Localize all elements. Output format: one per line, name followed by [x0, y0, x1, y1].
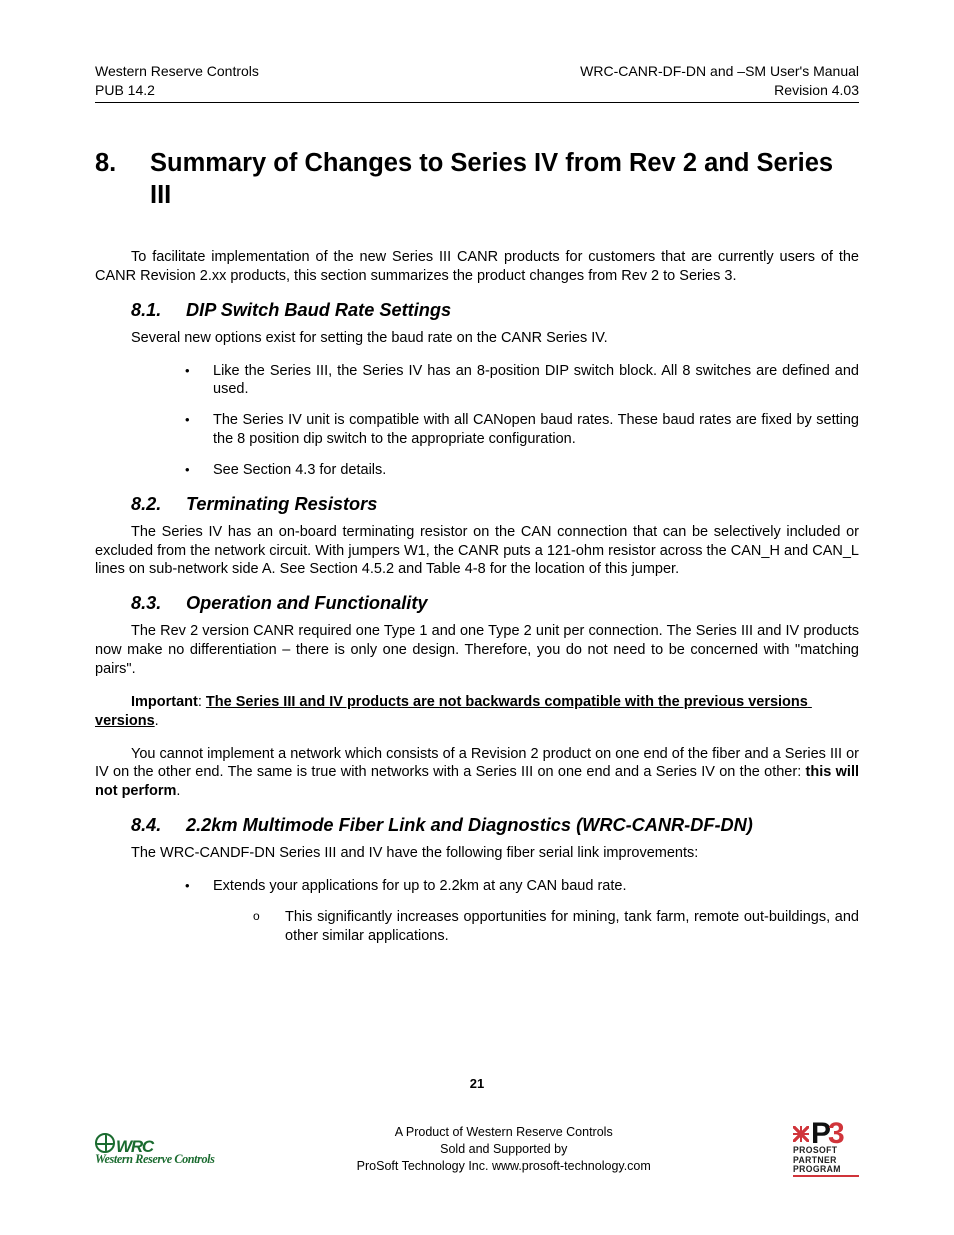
- wrc-full-name: Western Reserve Controls: [95, 1153, 215, 1165]
- section-8-4-lead: The WRC-CANDF-DN Series III and IV have …: [95, 844, 859, 863]
- header-left-top: Western Reserve Controls: [95, 62, 259, 81]
- para2-post: .: [176, 783, 180, 799]
- header-left-bottom: PUB 14.2: [95, 81, 155, 100]
- header-right-top: WRC-CANR-DF-DN and –SM User's Manual: [580, 62, 859, 81]
- header-right-bottom: Revision 4.03: [774, 81, 859, 100]
- p3-line-3: PROGRAM: [793, 1165, 856, 1174]
- section-number: 8.4.: [131, 815, 186, 836]
- important-text-tail: versions: [95, 713, 155, 729]
- list-item: oThis significantly increases opportunit…: [95, 908, 859, 946]
- section-8-3-heading: 8.3. Operation and Functionality: [95, 593, 859, 614]
- bullet-text: Extends your applications for up to 2.2k…: [213, 877, 859, 896]
- globe-icon: [95, 1133, 115, 1153]
- bullet-icon: •: [185, 411, 213, 449]
- section-8-1-lead: Several new options exist for setting th…: [95, 329, 859, 348]
- header-row-1: Western Reserve Controls WRC-CANR-DF-DN …: [95, 62, 859, 81]
- header-divider: [95, 102, 859, 103]
- section-title: Terminating Resistors: [186, 494, 859, 515]
- section-number: 8.2.: [131, 494, 186, 515]
- chapter-title-text: Summary of Changes to Series IV from Rev…: [150, 147, 859, 212]
- chapter-number: 8.: [95, 147, 150, 212]
- section-8-4-bullets: •Extends your applications for up to 2.2…: [95, 877, 859, 896]
- p3-3-digit: 3: [828, 1122, 845, 1147]
- bullet-text: See Section 4.3 for details.: [213, 461, 859, 480]
- section-8-4-sublist: oThis significantly increases opportunit…: [95, 908, 859, 946]
- section-8-3-para2: You cannot implement a network which con…: [95, 745, 859, 802]
- header-row-2: PUB 14.2 Revision 4.03: [95, 81, 859, 100]
- bullet-text: The Series IV unit is compatible with al…: [213, 411, 859, 449]
- bullet-icon: •: [185, 877, 213, 896]
- section-8-1-heading: 8.1. DIP Switch Baud Rate Settings: [95, 300, 859, 321]
- list-item: •Like the Series III, the Series IV has …: [95, 362, 859, 400]
- section-8-3-important: Important: The Series III and IV product…: [95, 693, 859, 731]
- section-8-3-para1: The Rev 2 version CANR required one Type…: [95, 622, 859, 679]
- wrc-logo: WRC Western Reserve Controls: [95, 1133, 215, 1165]
- intro-paragraph: To facilitate implementation of the new …: [95, 248, 859, 286]
- sub-bullet-text: This significantly increases opportuniti…: [285, 908, 859, 946]
- section-number: 8.1.: [131, 300, 186, 321]
- footer-line-2: Sold and Supported by: [357, 1141, 651, 1158]
- bullet-text: Like the Series III, the Series IV has a…: [213, 362, 859, 400]
- list-item: •Extends your applications for up to 2.2…: [95, 877, 859, 896]
- section-number: 8.3.: [131, 593, 186, 614]
- section-8-1-bullets: •Like the Series III, the Series IV has …: [95, 362, 859, 480]
- section-8-2-para: The Series IV has an on-board terminatin…: [95, 523, 859, 580]
- section-title: Operation and Functionality: [186, 593, 859, 614]
- list-item: •The Series IV unit is compatible with a…: [95, 411, 859, 449]
- bullet-icon: •: [185, 461, 213, 480]
- page-number: 21: [0, 1076, 954, 1091]
- circle-bullet-icon: o: [253, 908, 285, 946]
- chapter-title: 8. Summary of Changes to Series IV from …: [95, 147, 859, 212]
- diamond-icon: [793, 1126, 809, 1142]
- bullet-icon: •: [185, 362, 213, 400]
- important-label: Important: [131, 694, 198, 710]
- section-8-2-heading: 8.2. Terminating Resistors: [95, 494, 859, 515]
- footer-line-1: A Product of Western Reserve Controls: [357, 1124, 651, 1141]
- para2-pre: You cannot implement a network which con…: [95, 746, 859, 781]
- section-title: DIP Switch Baud Rate Settings: [186, 300, 859, 321]
- section-8-4-heading: 8.4. 2.2km Multimode Fiber Link and Diag…: [95, 815, 859, 836]
- important-text: The Series III and IV products are not b…: [206, 694, 808, 710]
- p3-logo: P 3 PROSOFT PARTNER PROGRAM: [793, 1122, 859, 1177]
- footer-center-text: A Product of Western Reserve Controls So…: [357, 1124, 651, 1175]
- p3-text-block: PROSOFT PARTNER PROGRAM: [793, 1146, 856, 1174]
- section-title: 2.2km Multimode Fiber Link and Diagnosti…: [186, 815, 859, 836]
- footer-line-3: ProSoft Technology Inc. www.prosoft-tech…: [357, 1158, 651, 1175]
- page-footer: WRC Western Reserve Controls A Product o…: [95, 1122, 859, 1177]
- list-item: •See Section 4.3 for details.: [95, 461, 859, 480]
- p3-underline: [793, 1175, 859, 1177]
